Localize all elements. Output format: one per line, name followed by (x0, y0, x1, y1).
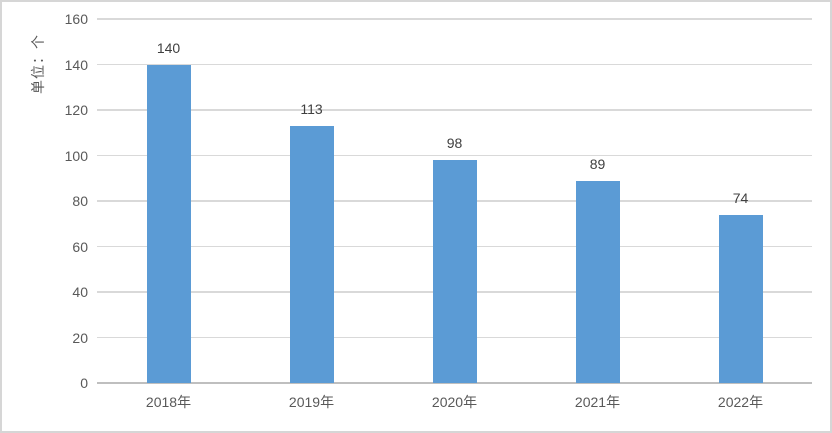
y-tick-label-120: 120 (64, 102, 88, 118)
x-tick-label-2020年: 2020年 (431, 394, 478, 410)
y-tick-label-60: 60 (72, 238, 88, 255)
data-label-2021年: 89 (589, 155, 606, 172)
plot-area: 140 113 98 89 74 (97, 18, 812, 384)
x-tick-label-2018年: 2018年 (145, 394, 192, 410)
gridline-140 (97, 63, 812, 66)
data-label-2018年: 140 (156, 39, 181, 56)
y-tick-label-140: 140 (64, 56, 88, 73)
x-tick-label-2019年: 2019年 (288, 394, 335, 410)
gridline-120 (97, 109, 812, 111)
gridline-160 (97, 18, 812, 20)
x-tick-label-2022年: 2022年 (717, 394, 764, 410)
y-tick-label-0: 0 (80, 375, 88, 391)
y-tick-label-80: 80 (72, 193, 88, 209)
x-axis-line (97, 382, 812, 384)
bar-2018年[interactable] (146, 64, 191, 383)
data-label-2020年: 98 (446, 135, 463, 152)
gridline-100 (97, 154, 812, 157)
bar-2019年[interactable] (289, 125, 334, 383)
x-tick-label-2021年: 2021年 (574, 394, 621, 410)
y-tick-label-40: 40 (72, 284, 88, 300)
bar-2022年[interactable] (718, 214, 763, 383)
data-label-2022年: 74 (732, 189, 749, 206)
data-label-2019年: 113 (300, 100, 323, 117)
y-tick-label-160: 160 (64, 11, 88, 27)
bar-2020年[interactable] (432, 160, 477, 383)
y-tick-label-20: 20 (72, 329, 88, 346)
y-tick-label-100: 100 (64, 147, 88, 164)
bar-2021年[interactable] (575, 180, 620, 383)
